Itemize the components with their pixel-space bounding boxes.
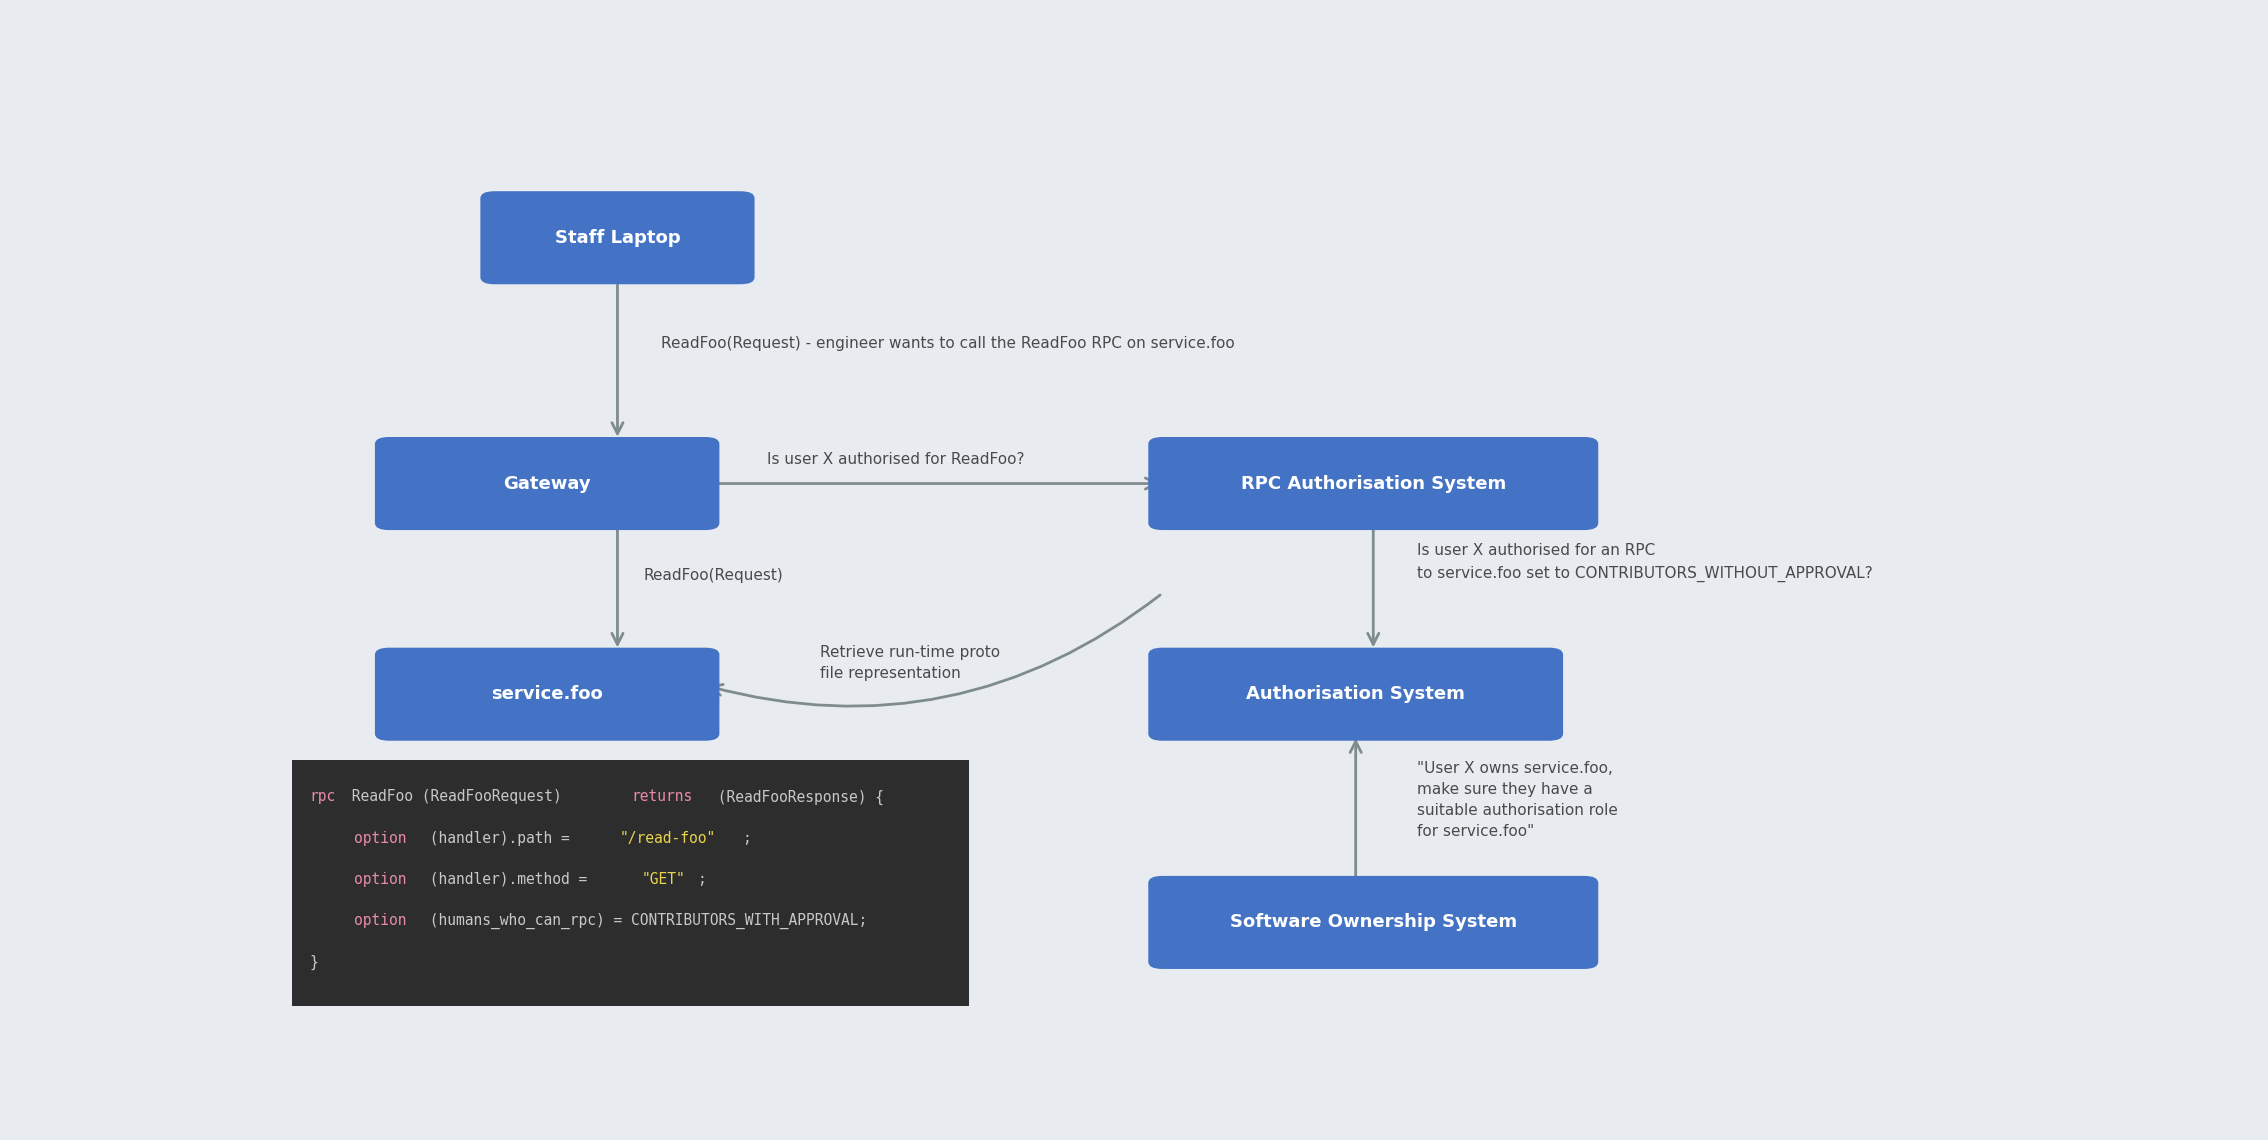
FancyBboxPatch shape	[481, 192, 755, 284]
Text: (handler).path =: (handler).path =	[420, 831, 578, 846]
Text: ;: ;	[699, 872, 705, 887]
Text: "/read-foo": "/read-foo"	[619, 831, 717, 846]
Text: (handler).method =: (handler).method =	[420, 872, 596, 887]
Text: option: option	[354, 913, 406, 928]
Text: Gateway: Gateway	[503, 474, 592, 492]
Text: "GET": "GET"	[642, 872, 685, 887]
FancyBboxPatch shape	[374, 437, 719, 530]
Text: ReadFoo(Request): ReadFoo(Request)	[644, 568, 782, 584]
FancyBboxPatch shape	[374, 648, 719, 741]
Text: Authorisation System: Authorisation System	[1245, 685, 1465, 703]
Text: Is user X authorised for an RPC
to service.foo set to CONTRIBUTORS_WITHOUT_APPRO: Is user X authorised for an RPC to servi…	[1418, 544, 1873, 581]
Text: rpc: rpc	[311, 789, 336, 805]
FancyArrowPatch shape	[712, 595, 1161, 706]
FancyBboxPatch shape	[1148, 876, 1599, 969]
FancyBboxPatch shape	[1148, 437, 1599, 530]
FancyBboxPatch shape	[293, 760, 968, 1005]
Text: ReadFoo(Request) - engineer wants to call the ReadFoo RPC on service.foo: ReadFoo(Request) - engineer wants to cal…	[662, 335, 1236, 351]
Text: RPC Authorisation System: RPC Authorisation System	[1241, 474, 1506, 492]
Text: ReadFoo (ReadFooRequest): ReadFoo (ReadFooRequest)	[342, 789, 572, 805]
Text: (humans_who_can_rpc) = CONTRIBUTORS_WITH_APPROVAL;: (humans_who_can_rpc) = CONTRIBUTORS_WITH…	[420, 913, 866, 929]
Text: Software Ownership System: Software Ownership System	[1229, 913, 1517, 931]
Text: "User X owns service.foo,
make sure they have a
suitable authorisation role
for : "User X owns service.foo, make sure they…	[1418, 760, 1617, 839]
FancyBboxPatch shape	[1148, 648, 1563, 741]
Text: Staff Laptop: Staff Laptop	[556, 229, 680, 246]
Text: (ReadFooResponse) {: (ReadFooResponse) {	[708, 789, 885, 805]
Text: ;: ;	[742, 831, 751, 846]
Text: Is user X authorised for ReadFoo?: Is user X authorised for ReadFoo?	[767, 453, 1025, 467]
Text: option: option	[354, 831, 406, 846]
Text: option: option	[354, 872, 406, 887]
Text: }: }	[311, 954, 318, 969]
Text: Retrieve run-time proto
file representation: Retrieve run-time proto file representat…	[819, 645, 1000, 682]
Text: service.foo: service.foo	[492, 685, 603, 703]
Text: returns: returns	[631, 789, 692, 805]
